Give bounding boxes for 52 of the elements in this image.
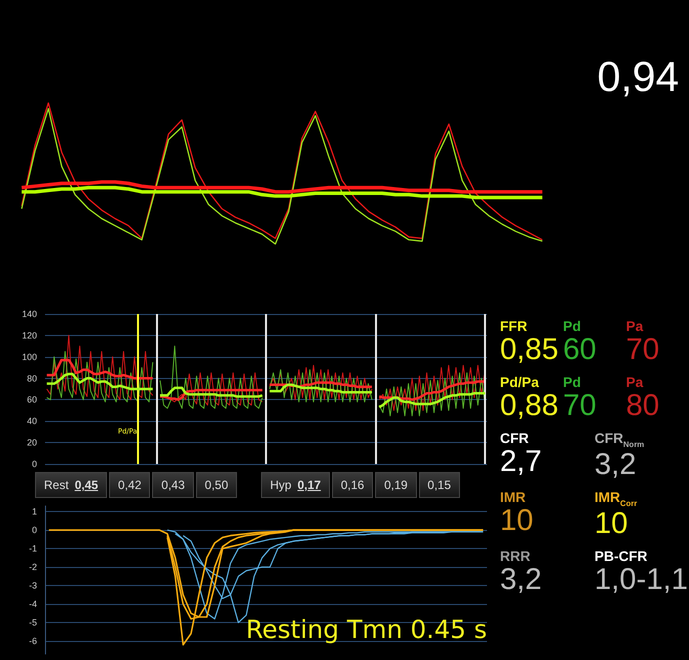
text: 70 <box>563 389 598 422</box>
y-tick-label: -5 <box>28 618 37 628</box>
text: PB-CFR <box>594 548 648 564</box>
text: Pd <box>563 374 582 390</box>
y-tick-label: 0 <box>32 525 37 536</box>
text: 10 <box>594 506 629 540</box>
y-tick-label: 40 <box>26 416 37 426</box>
text: 60 <box>563 333 598 366</box>
text: 0,16 <box>332 472 374 498</box>
text: 0,42 <box>109 472 150 498</box>
text: 3,2 <box>594 448 638 481</box>
text: IMR <box>500 488 527 505</box>
text: 80 <box>626 389 660 422</box>
text: IMR$_{Corr}$ <box>594 488 638 508</box>
text: CFR <box>500 430 530 446</box>
text: 0,45 <box>74 478 98 492</box>
y-tick-label: 120 <box>22 330 37 340</box>
text: FFR <box>500 318 528 334</box>
text: 3,2 <box>500 562 543 596</box>
y-tick-label: 0 <box>32 459 37 469</box>
text: 0,94 <box>596 52 680 101</box>
text: 0,88 <box>500 389 560 422</box>
text: RRR <box>500 548 532 564</box>
text: Rest <box>44 478 69 492</box>
annotation: Resting Tmn 0.45 s <box>246 615 488 644</box>
y-tick-label: -6 <box>28 636 37 646</box>
text: 10 <box>500 504 534 537</box>
text: 2,7 <box>500 445 543 478</box>
text: Pa <box>626 374 644 390</box>
text: Pd/Pa <box>500 374 540 390</box>
y-tick-label: -1 <box>28 544 37 554</box>
text: Hyp <box>270 478 292 492</box>
y-tick-label: -4 <box>28 599 37 610</box>
text: 0,50 <box>196 472 238 498</box>
text: CFR$_{Norm}$ <box>594 430 646 449</box>
text: 0,15 <box>418 472 460 498</box>
text: 0,85 <box>500 333 560 366</box>
y-tick-label: 1 <box>32 506 37 517</box>
text: 0,17 <box>297 478 321 492</box>
text: 1,0-1,1 <box>594 562 689 596</box>
y-tick-label: -2 <box>28 562 37 572</box>
text: 0,19 <box>375 472 417 498</box>
y-tick-label: 60 <box>26 394 37 405</box>
text: Pd <box>563 318 582 334</box>
text: 0,43 <box>152 472 194 498</box>
y-tick-label: 80 <box>26 373 37 384</box>
y-tick-label: 100 <box>22 352 37 362</box>
y-tick-label: -3 <box>28 580 37 591</box>
text: Pa <box>626 318 644 334</box>
y-tick-label: 140 <box>22 309 37 319</box>
text: 70 <box>626 333 660 366</box>
y-tick-label: 20 <box>26 438 37 448</box>
